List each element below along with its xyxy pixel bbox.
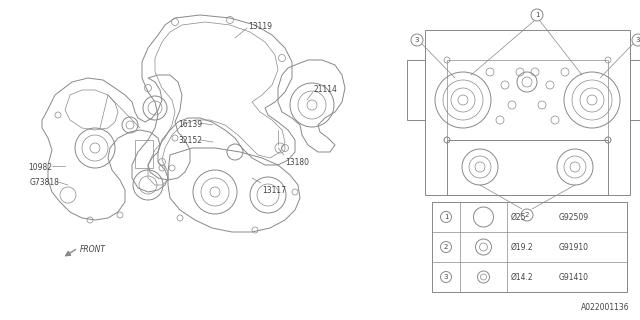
Text: G73818: G73818 <box>30 178 60 187</box>
Text: 1: 1 <box>535 12 540 18</box>
Text: 13117: 13117 <box>262 186 286 195</box>
Text: 32152: 32152 <box>178 136 202 145</box>
Bar <box>425 30 630 195</box>
Text: G92509: G92509 <box>559 212 589 221</box>
Text: 3: 3 <box>444 274 448 280</box>
Text: Ø14.2: Ø14.2 <box>511 273 534 282</box>
Bar <box>447 140 608 195</box>
Bar <box>135 140 153 168</box>
Text: 3: 3 <box>415 37 419 43</box>
Text: FRONT: FRONT <box>80 245 106 254</box>
Text: Ø19.2: Ø19.2 <box>511 243 534 252</box>
Text: A022001136: A022001136 <box>581 303 630 312</box>
Text: 16139: 16139 <box>178 120 202 129</box>
Text: 2: 2 <box>525 212 529 218</box>
Text: 13119: 13119 <box>248 22 272 31</box>
Text: 1: 1 <box>444 214 448 220</box>
Bar <box>447 60 608 140</box>
Text: 21114: 21114 <box>313 85 337 94</box>
Text: G91410: G91410 <box>559 273 589 282</box>
Text: G91910: G91910 <box>559 243 589 252</box>
Text: 10982: 10982 <box>28 163 52 172</box>
Text: Ø25: Ø25 <box>511 212 527 221</box>
Text: 2: 2 <box>444 244 448 250</box>
Text: 13180: 13180 <box>285 158 309 167</box>
Text: 3: 3 <box>636 37 640 43</box>
Bar <box>432 202 627 292</box>
